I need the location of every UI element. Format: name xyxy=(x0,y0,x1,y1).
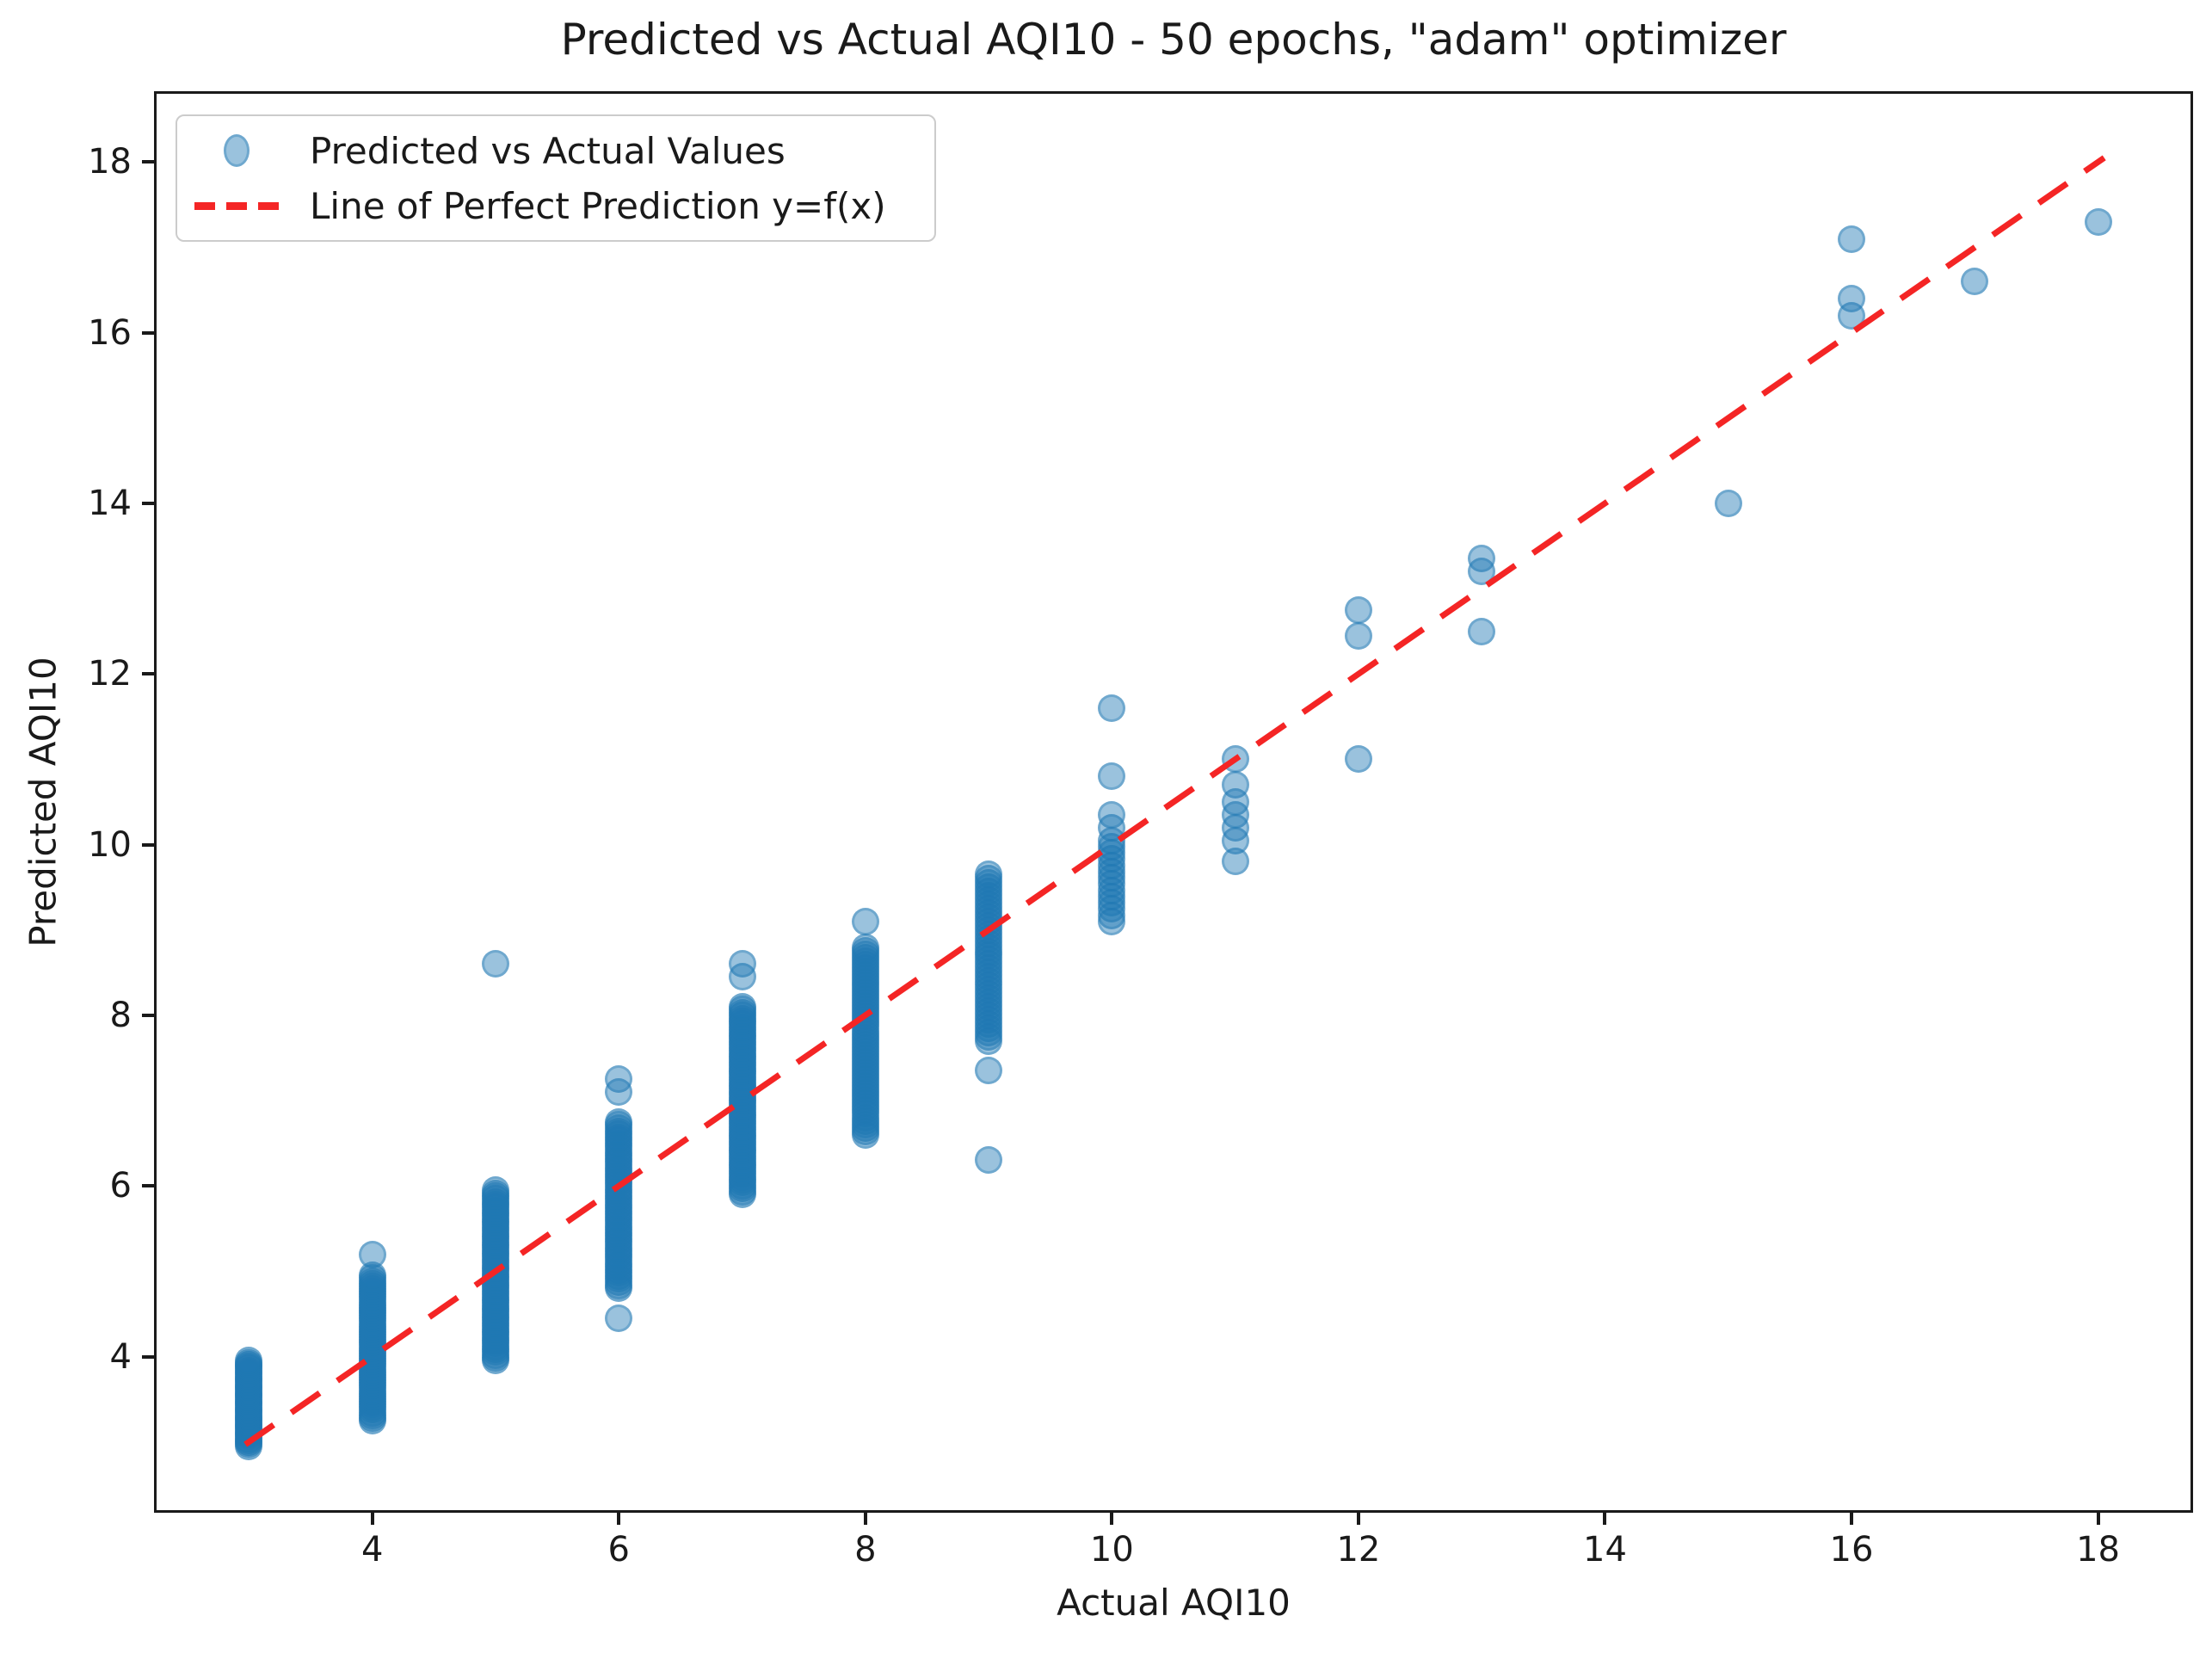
scatter-point xyxy=(2084,207,2112,236)
x-tick-mark xyxy=(1603,1510,1607,1525)
legend: Predicted vs Actual Values Line of Perfe… xyxy=(176,114,936,242)
y-tick-label: 8 xyxy=(109,995,132,1035)
scatter-point xyxy=(605,1078,633,1107)
scatter-point xyxy=(1098,694,1126,722)
scatter-marker-icon xyxy=(224,134,250,167)
x-tick-label: 8 xyxy=(854,1530,877,1570)
scatter-point xyxy=(482,1176,509,1205)
y-tick-mark xyxy=(142,501,157,505)
y-tick-mark xyxy=(142,1013,157,1017)
y-tick-mark xyxy=(142,160,157,164)
x-axis-label: Actual AQI10 xyxy=(1057,1582,1291,1624)
y-tick-label: 4 xyxy=(109,1336,132,1377)
x-tick-mark xyxy=(1356,1510,1360,1525)
x-tick-label: 16 xyxy=(1829,1530,1874,1570)
x-tick-mark xyxy=(370,1510,374,1525)
scatter-point xyxy=(975,1146,1003,1175)
scatter-point xyxy=(851,933,879,961)
x-tick-label: 10 xyxy=(1089,1530,1134,1570)
x-tick-mark xyxy=(1110,1510,1114,1525)
legend-label-line: Line of Perfect Prediction y=f(x) xyxy=(310,184,886,227)
scatter-point xyxy=(1098,800,1126,829)
y-tick-mark xyxy=(142,672,157,676)
x-tick-label: 4 xyxy=(360,1530,384,1570)
scatter-point xyxy=(358,1240,386,1268)
scatter-point xyxy=(728,992,756,1021)
y-tick-label: 12 xyxy=(88,654,132,694)
scatter-point xyxy=(1221,771,1249,799)
scatter-point xyxy=(1714,489,1742,517)
x-tick-label: 14 xyxy=(1583,1530,1627,1570)
legend-item-line: Line of Perfect Prediction y=f(x) xyxy=(186,185,926,227)
legend-marker-cell xyxy=(186,201,287,210)
chart-title: Predicted vs Actual AQI10 - 50 epochs, "… xyxy=(560,15,1787,65)
y-tick-mark xyxy=(142,842,157,847)
plot-area xyxy=(154,91,2193,1513)
scatter-point xyxy=(235,1347,263,1375)
scatter-point xyxy=(1098,762,1126,791)
y-tick-label: 16 xyxy=(88,312,132,353)
x-tick-mark xyxy=(1850,1510,1853,1525)
scatter-point xyxy=(1344,595,1372,624)
y-tick-label: 6 xyxy=(109,1166,132,1206)
scatter-point xyxy=(851,907,879,935)
scatter-point xyxy=(975,1057,1003,1085)
scatter-point xyxy=(1838,225,1865,253)
scatter-point xyxy=(1961,268,1989,296)
legend-item-scatter: Predicted vs Actual Values xyxy=(186,130,926,172)
perfect-prediction-line xyxy=(243,155,2106,1447)
y-tick-label: 10 xyxy=(88,824,132,865)
scatter-point xyxy=(728,963,756,991)
x-tick-label: 12 xyxy=(1336,1530,1381,1570)
scatter-point xyxy=(605,1107,633,1136)
scatter-point xyxy=(975,860,1003,889)
x-tick-label: 18 xyxy=(2076,1530,2120,1570)
y-tick-label: 18 xyxy=(88,142,132,182)
scatter-point xyxy=(1344,745,1372,774)
scatter-point xyxy=(1468,545,1496,573)
y-tick-mark xyxy=(142,1184,157,1188)
legend-label-scatter: Predicted vs Actual Values xyxy=(310,129,786,172)
scatter-point xyxy=(1468,617,1496,645)
x-tick-mark xyxy=(617,1510,621,1525)
x-tick-label: 6 xyxy=(607,1530,630,1570)
scatter-point xyxy=(1838,284,1865,312)
x-tick-mark xyxy=(863,1510,867,1525)
scatter-point xyxy=(482,950,509,978)
y-tick-label: 14 xyxy=(88,483,132,523)
dashed-line-marker-icon xyxy=(194,201,279,210)
legend-marker-cell xyxy=(186,134,287,167)
x-tick-mark xyxy=(2096,1510,2100,1525)
scatter-point xyxy=(1344,621,1372,650)
scatter-point xyxy=(605,1304,633,1332)
y-tick-mark xyxy=(142,1354,157,1359)
y-tick-mark xyxy=(142,330,157,335)
y-axis-label: Predicted AQI10 xyxy=(22,657,65,947)
